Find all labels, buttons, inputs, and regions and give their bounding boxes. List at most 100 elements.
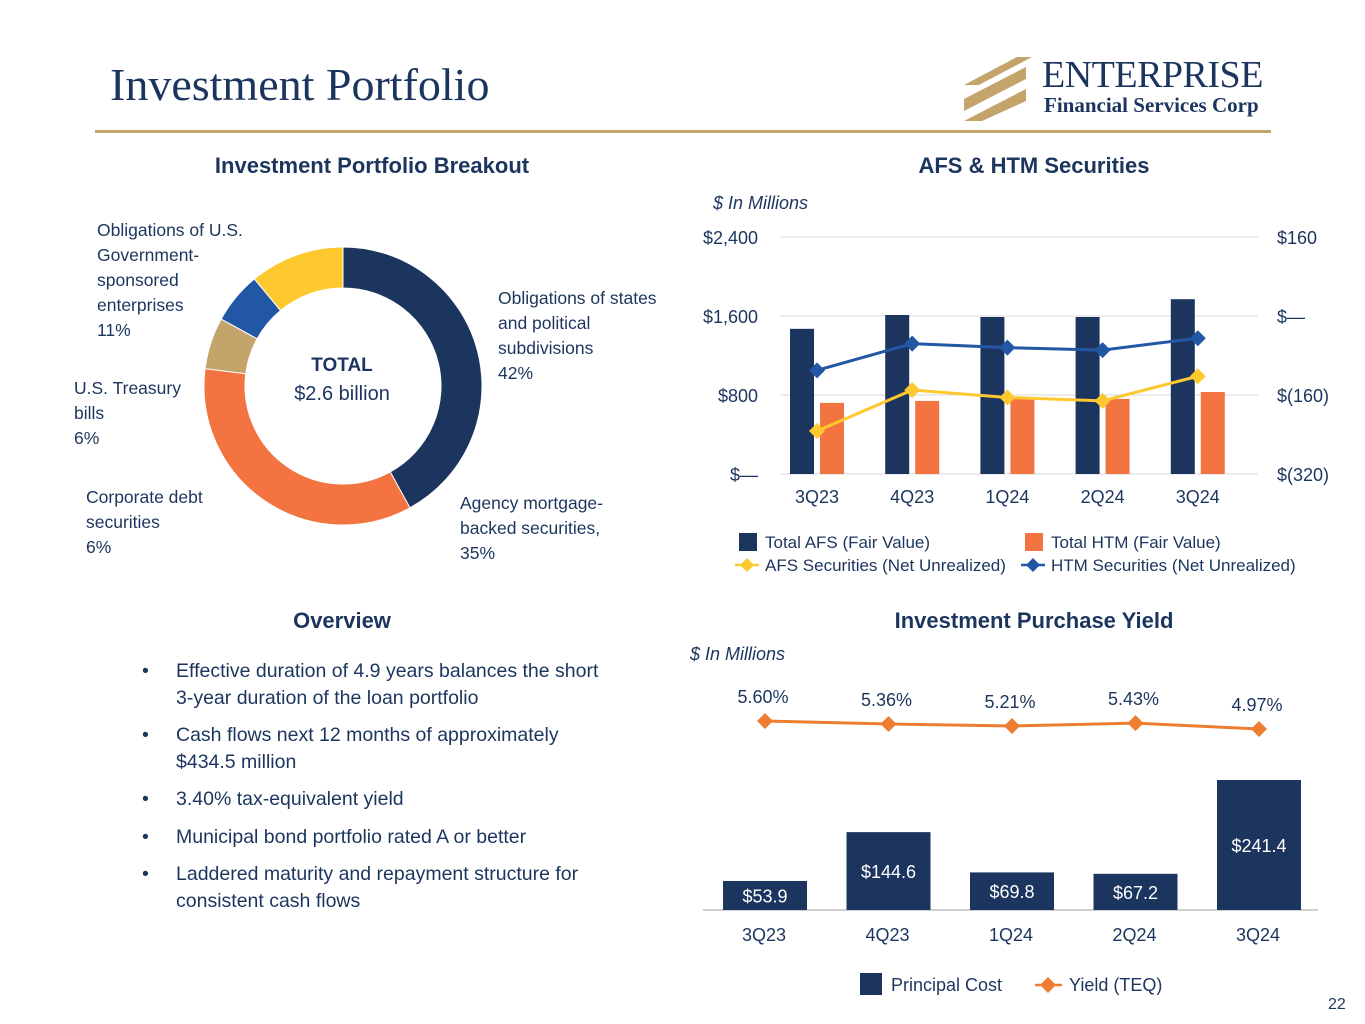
yield-marker — [1004, 717, 1020, 734]
x-tick-label: 1Q24 — [989, 925, 1033, 945]
slice-label-agency-mbs: Agency mortgage-backed securities, 35% — [460, 491, 630, 566]
overview-title: Overview — [293, 608, 391, 633]
afs-htm-title: AFS & HTM Securities — [918, 153, 1150, 178]
legend-label: Yield (TEQ) — [1069, 975, 1162, 995]
donut-total-value: $2.6 billion — [294, 383, 390, 405]
yield-value-label: 5.36% — [861, 690, 912, 710]
y2-tick-label: $160 — [1277, 228, 1317, 248]
afs-unit-label: $ In Millions — [713, 193, 809, 213]
legend-label: Total HTM (Fair Value) — [1051, 533, 1221, 552]
overview-item-text: Municipal bond portfolio rated A or bett… — [176, 825, 527, 848]
yield-title: Investment Purchase Yield — [894, 608, 1174, 633]
slice-label-text: Obligations of U.S. Government-sponsored… — [97, 220, 243, 315]
yield-value-label: 5.21% — [984, 692, 1035, 712]
yield-value-label: 5.43% — [1108, 689, 1159, 709]
htm-net-marker — [1094, 342, 1111, 359]
afs-bar — [1075, 316, 1100, 474]
afs-net-marker — [1189, 368, 1206, 385]
afs-bar — [1170, 299, 1195, 474]
principal-value-label: $53.9 — [742, 886, 787, 906]
bullet-icon: • — [142, 660, 149, 682]
x-tick-label: 3Q23 — [795, 487, 839, 507]
y2-tick-label: $(320) — [1277, 465, 1329, 485]
x-tick-label: 3Q23 — [742, 925, 786, 945]
principal-bar — [846, 832, 931, 910]
principal-value-label: $67.2 — [1113, 883, 1158, 903]
legend-swatch — [1025, 533, 1043, 551]
overview-list: • Effective duration of 4.9 years balance… — [140, 658, 600, 925]
overview-item-text: Effective duration of 4.9 years balances… — [176, 660, 599, 709]
y-tick-label: $800 — [718, 386, 758, 406]
x-tick-label: 3Q24 — [1176, 487, 1220, 507]
slice-label-corporate-debt: Corporate debt securities 6% — [86, 485, 226, 560]
donut-total-label: TOTAL — [311, 355, 373, 376]
htm-net-marker — [809, 362, 825, 379]
bullet-icon: • — [142, 724, 149, 746]
overview-item: • 3.40% tax-equivalent yield — [140, 786, 600, 813]
y-tick-label: $1,600 — [703, 307, 758, 327]
slice-label-treasury: U.S. Treasury bills 6% — [74, 376, 198, 451]
slice-label-pct: 11% — [97, 320, 131, 340]
htm-net-marker — [999, 339, 1016, 356]
page-title: Investment Portfolio — [110, 59, 490, 110]
breakout-title: Investment Portfolio Breakout — [214, 153, 530, 178]
slice-label-pct: 6% — [74, 428, 100, 448]
overview-item: • Cash flows next 12 months of approximat… — [140, 722, 600, 775]
y2-tick-label: $(160) — [1277, 386, 1329, 406]
legend-marker — [1026, 558, 1040, 572]
x-tick-label: 4Q23 — [865, 925, 909, 945]
slice-label-states: Obligations of states and political subd… — [498, 286, 668, 386]
logo-mark-icon — [964, 57, 1032, 121]
slice-label-text: U.S. Treasury bills — [74, 378, 181, 423]
legend-label: AFS Securities (Net Unrealized) — [765, 556, 1006, 575]
slice-label-gse: Obligations of U.S. Government-sponsored… — [97, 218, 257, 343]
legend-label: Principal Cost — [891, 975, 1002, 995]
slice-label-text: Corporate debt securities — [86, 487, 203, 532]
yield-marker — [1251, 721, 1267, 737]
slice-label-text: Agency mortgage-backed securities, — [460, 493, 603, 538]
afs-htm-chart: $— $800 $1,600 $2,400 $(320) $(160) $— $160 3Q23… — [703, 228, 1329, 575]
yield-unit-label: $ In Millions — [690, 644, 786, 664]
principal-value-label: $144.6 — [861, 862, 916, 882]
htm-bar — [1010, 398, 1035, 474]
donut-slice-4 — [253, 246, 344, 312]
overview-item-text: Laddered maturity and repayment structur… — [176, 863, 579, 912]
slice-label-pct: 35% — [460, 543, 496, 563]
slice-label-pct: 6% — [86, 537, 112, 557]
afs-net-marker — [999, 389, 1016, 406]
overview-item: • Municipal bond portfolio rated A or bet… — [140, 824, 600, 851]
bullet-icon: • — [142, 863, 149, 885]
htm-net-marker — [1189, 330, 1206, 347]
bullet-icon: • — [142, 788, 149, 810]
overview-item: • Effective duration of 4.9 years balance… — [140, 658, 600, 711]
slice-label-text: Obligations of states and political subd… — [498, 288, 657, 358]
legend-marker — [740, 558, 754, 572]
header-divider — [95, 130, 1271, 133]
legend-label: HTM Securities (Net Unrealized) — [1051, 556, 1296, 575]
donut-slice-0 — [342, 246, 483, 509]
logo-subtitle: Financial Services Corp — [1044, 93, 1259, 117]
principal-bar — [970, 872, 1054, 910]
purchase-yield-chart: $53.9 3Q23 $144.6 4Q23 $69.8 1Q24 $67.2 2Q24 $24… — [703, 687, 1318, 995]
bullet-icon: • — [142, 825, 149, 848]
principal-bar — [723, 880, 807, 910]
htm-net-marker — [904, 335, 921, 352]
htm-bar — [820, 402, 844, 474]
x-tick-label: 3Q24 — [1236, 925, 1280, 945]
overview-item-text: 3.40% tax-equivalent yield — [176, 788, 404, 810]
overview-item: • Laddered maturity and repayment structu… — [140, 861, 600, 914]
yield-value-label: 5.60% — [737, 687, 788, 707]
x-tick-label: 4Q23 — [890, 487, 934, 507]
yield-marker — [1127, 715, 1144, 732]
company-logo: ENTERPRISE Financial Services Corp — [962, 55, 1272, 121]
overview-item-text: Cash flows next 12 months of approximate… — [176, 724, 559, 773]
legend-swatch — [739, 533, 757, 551]
afs-net-marker — [904, 382, 921, 399]
legend-marker — [1040, 977, 1056, 993]
donut-center: TOTAL $2.6 billion — [272, 352, 412, 408]
afs-net-marker — [809, 423, 825, 440]
portfolio-donut-chart — [203, 246, 483, 526]
principal-bar — [1217, 780, 1301, 910]
slice-label-pct: 42% — [498, 363, 534, 383]
logo-name: ENTERPRISE — [1042, 54, 1263, 96]
